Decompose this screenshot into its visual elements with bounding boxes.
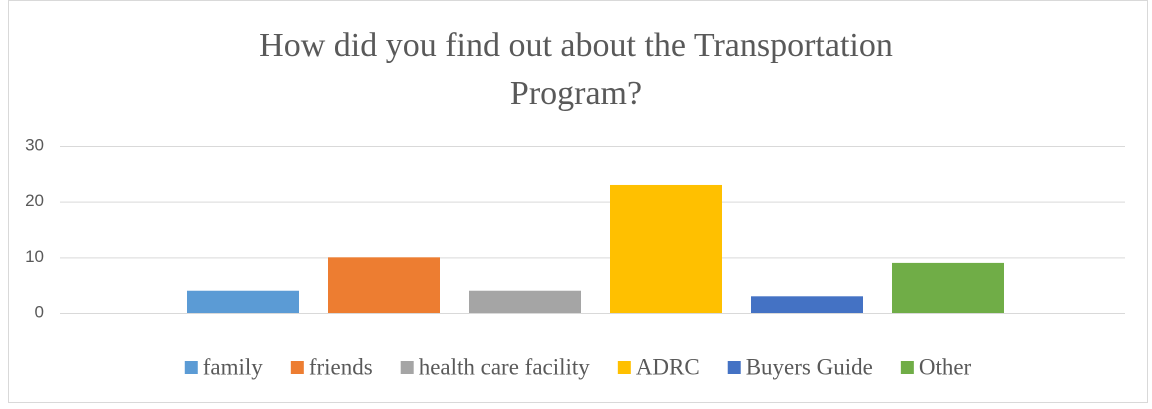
bar <box>187 290 299 313</box>
bar <box>892 262 1004 313</box>
bar <box>328 257 440 313</box>
y-tick-label: 20 <box>25 191 44 210</box>
bar <box>751 296 863 313</box>
legend-swatch <box>727 361 741 374</box>
legend-label: friends <box>309 354 373 379</box>
chart-border <box>8 0 1148 403</box>
bar <box>610 184 722 313</box>
legend-swatch <box>400 361 414 374</box>
y-tick-label: 10 <box>25 247 44 266</box>
legend-label: health care facility <box>419 354 591 379</box>
legend-label: ADRC <box>636 354 700 379</box>
y-tick-label: 0 <box>35 302 44 321</box>
y-tick-label: 30 <box>25 135 44 154</box>
legend-swatch <box>290 361 304 374</box>
bar <box>469 290 581 313</box>
legend-swatch <box>900 361 914 374</box>
legend-swatch <box>617 361 631 374</box>
legend-label: Other <box>919 354 972 379</box>
legend-label: family <box>203 354 264 379</box>
chart-title: How did you find out about the Transport… <box>259 27 893 112</box>
legend-swatch <box>184 361 198 374</box>
legend-label: Buyers Guide <box>746 354 873 379</box>
